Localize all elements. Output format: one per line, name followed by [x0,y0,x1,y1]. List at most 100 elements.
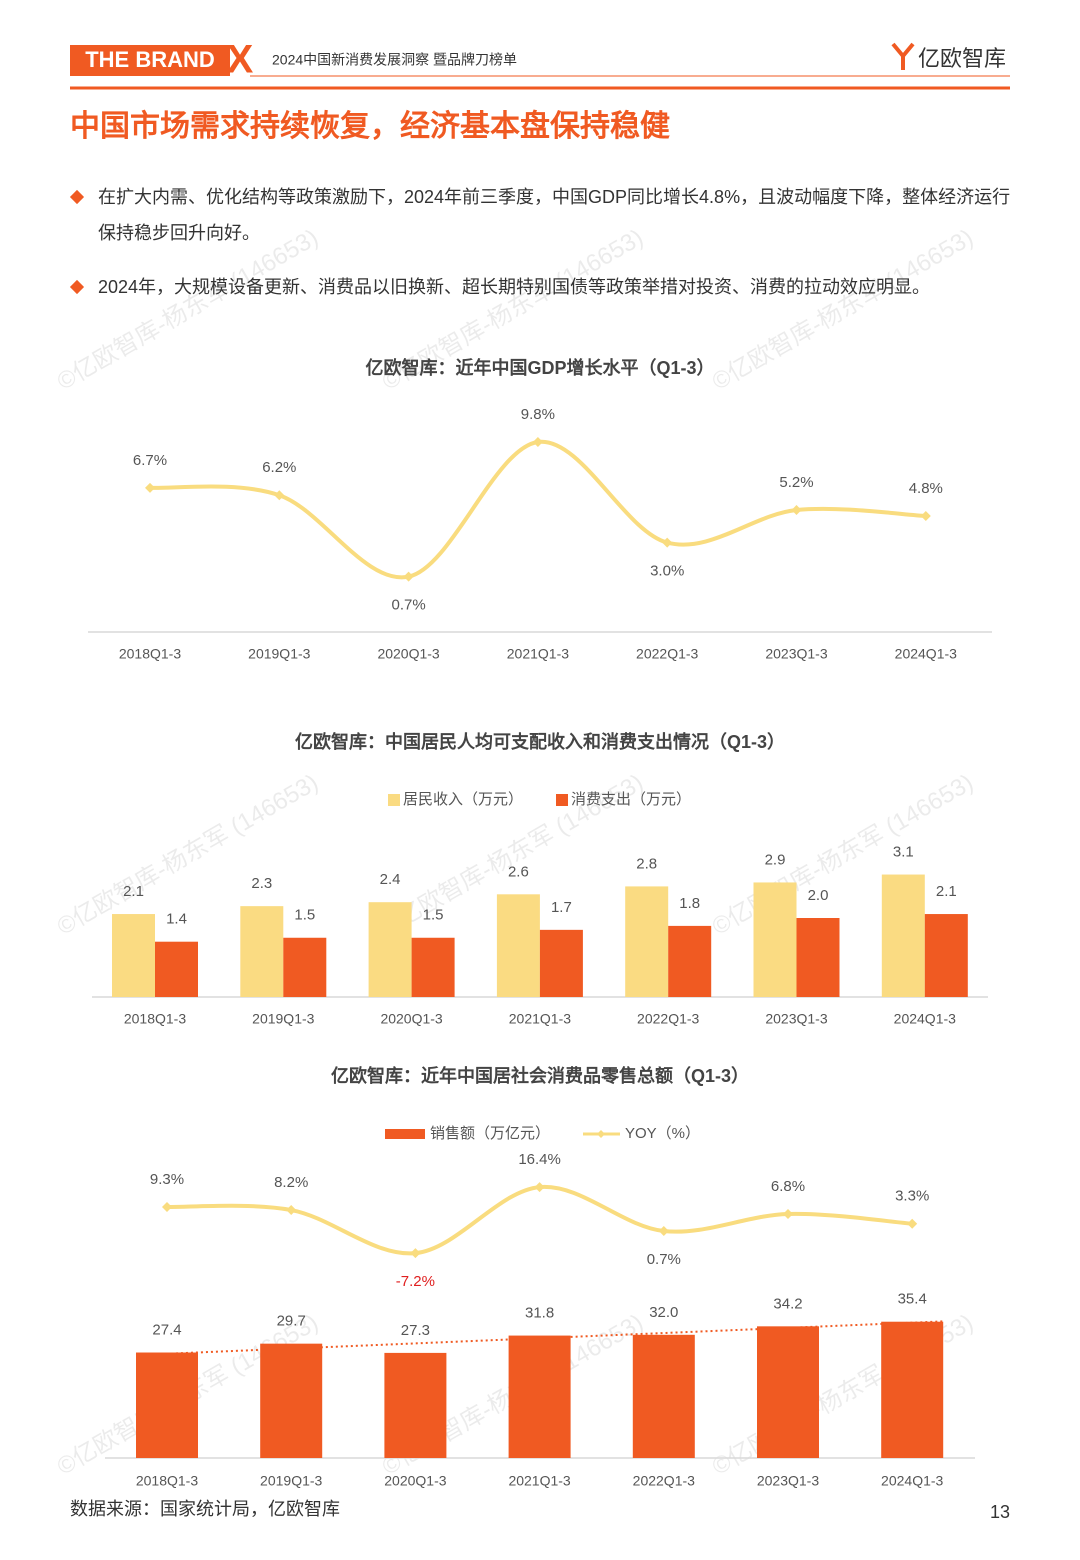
legend-swatch [385,1129,425,1139]
x-tick-label: 2023Q1-3 [765,646,827,662]
data-label: 27.4 [152,1321,181,1338]
line [166,1185,913,1256]
data-label: 2.4 [380,871,401,888]
legend-label: YOY（%） [625,1125,700,1142]
legend-swatch [388,794,400,806]
x-tick-label: 2023Q1-3 [765,1011,827,1027]
bar [881,1321,944,1458]
bar [411,937,455,997]
marker [162,1201,172,1212]
brand-badge [70,45,230,76]
data-label: 5.2% [779,474,813,491]
data-label: 9.8% [521,406,555,423]
x-tick-label: 2020Q1-3 [380,1011,442,1027]
bar [155,941,198,997]
x-tick-label: 2018Q1-3 [119,646,181,662]
legend-label: 居民收入（万元） [403,791,523,808]
data-label: 3.0% [650,563,684,580]
data-label: 6.7% [133,452,167,469]
data-label: 29.7 [277,1313,306,1330]
x-tick-label: 2024Q1-3 [894,1011,956,1027]
x-tick-label: 2022Q1-3 [637,1011,699,1027]
data-label: 2.1 [936,883,957,900]
legend-label: 消费支出（万元） [571,791,691,808]
data-label: -7.2% [396,1273,435,1290]
bar [384,1352,447,1458]
data-label: 9.3% [150,1171,184,1188]
x-tick-label: 2021Q1-3 [509,1011,571,1027]
bar [496,894,540,997]
page-number: 13 [990,1502,1010,1522]
marker [658,1226,669,1237]
bar [508,1335,571,1458]
marker [783,1208,793,1219]
legend-label: 销售额（万亿元） [430,1125,550,1142]
x-tick-label: 2019Q1-3 [260,1473,322,1489]
x-tick-label: 2022Q1-3 [636,646,698,662]
data-label: 1.8 [679,895,700,912]
data-label: 1.7 [551,899,572,916]
bar [668,925,712,997]
chart-title: 亿欧智库：近年中国GDP增长水平（Q1-3） [365,357,714,378]
data-label: 16.4% [518,1151,561,1168]
bar [796,918,840,997]
marker [791,505,802,516]
marker [534,1182,545,1193]
page-title: 中国市场需求持续恢复，经济基本盘保持稳健 [70,109,670,143]
x-tick-label: 2019Q1-3 [252,1011,314,1027]
bar [757,1326,819,1458]
bar [283,937,327,997]
source: 数据来源：国家统计局，亿欧智库 [70,1499,340,1519]
x-tick-label: 2019Q1-3 [248,646,310,662]
bar [260,1343,323,1458]
legend-swatch [556,794,568,806]
chart-title: 亿欧智库：中国居民人均可支配收入和消费支出情况（Q1-3） [295,731,785,752]
data-label: 1.5 [294,907,315,924]
bullet: 在扩大内需、优化结构等政策激励下，2024年前三季度，中国GDP同比增长4.8%… [98,187,1011,243]
data-label: 4.8% [909,480,943,497]
logo-text: 亿欧智库 [918,46,1006,71]
brand-mark: X [227,38,254,82]
marker [920,510,931,521]
x-tick-label: 2024Q1-3 [895,646,957,662]
bar [881,874,925,997]
marker [274,490,285,501]
data-label: 6.8% [771,1178,805,1195]
data-label: 1.4 [166,911,187,928]
data-label: 34.2 [773,1295,802,1312]
data-label: 2.1 [123,883,144,900]
data-label: 0.7% [647,1251,681,1268]
marker [662,537,673,548]
data-label: 35.4 [898,1291,927,1308]
x-tick-label: 2021Q1-3 [507,646,569,662]
data-label: 6.2% [262,459,296,476]
bar [924,914,968,997]
x-tick-label: 2021Q1-3 [508,1473,570,1489]
x-tick-label: 2022Q1-3 [633,1473,695,1489]
data-label: 2.8 [636,855,657,872]
marker [907,1218,918,1229]
data-label: 32.0 [649,1304,678,1321]
chart-title: 亿欧智库：近年中国居社会消费品零售总额（Q1-3） [331,1065,749,1086]
x-tick-label: 2020Q1-3 [377,646,439,662]
data-label: 31.8 [525,1305,554,1322]
bar [625,886,669,997]
marker [286,1205,297,1216]
bar [539,929,583,997]
data-label: 8.2% [274,1174,308,1191]
bar [112,914,155,997]
data-label: 3.3% [895,1188,929,1205]
data-label: 3.1 [893,844,914,861]
data-label: 27.3 [401,1322,430,1339]
marker [532,436,543,447]
bullet: 2024年，大规模设备更新、消费品以旧换新、超长期特别国债等政策举措对投资、消费… [98,277,931,297]
data-label: 1.5 [423,907,444,924]
x-tick-label: 2018Q1-3 [124,1011,186,1027]
data-label: 2.9 [765,851,786,868]
bar [632,1334,695,1458]
marker [403,571,414,582]
x-tick-label: 2020Q1-3 [384,1473,446,1489]
x-tick-label: 2024Q1-3 [881,1473,943,1489]
